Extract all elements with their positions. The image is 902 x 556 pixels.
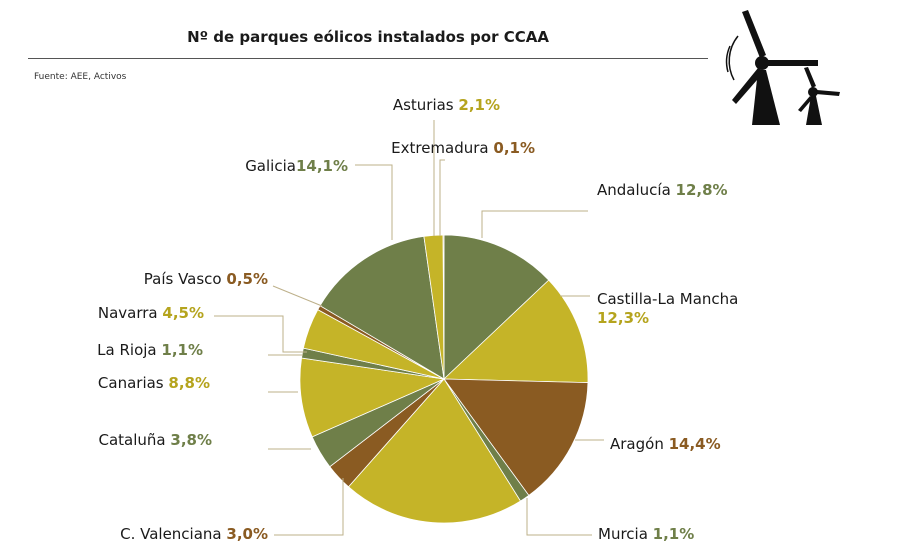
slice-label-value: 1,1% bbox=[653, 525, 695, 543]
slice-label-value: 3,0% bbox=[226, 525, 268, 543]
pie-slice-arag-n bbox=[443, 378, 589, 496]
slice-label-value: 3,8% bbox=[170, 431, 212, 449]
slice-label-name: Galicia bbox=[245, 157, 296, 175]
slice-label: País Vasco 0,5% bbox=[144, 270, 268, 288]
pie-slice-andaluc-a bbox=[443, 234, 550, 380]
pie-slices bbox=[299, 234, 589, 524]
slice-label: Extremadura 0,1% bbox=[391, 139, 535, 157]
slice-label-name: Aragón bbox=[610, 435, 669, 453]
leader-line bbox=[214, 315, 307, 353]
slice-label-name: Andalucía bbox=[597, 181, 676, 199]
slice-label-value: 0,1% bbox=[493, 139, 535, 157]
pie-slice-castilla-la-mancha bbox=[443, 279, 589, 384]
leader-line bbox=[272, 285, 323, 307]
slice-label-name: Extremadura bbox=[391, 139, 493, 157]
pie-slice-galicia bbox=[319, 235, 445, 380]
slice-label-value: 1,1% bbox=[161, 341, 203, 359]
chart-title: Nº de parques eólicos instalados por CCA… bbox=[187, 28, 549, 46]
leader-line bbox=[481, 210, 588, 238]
slice-label-value: 12,8% bbox=[676, 181, 728, 199]
slice-label-name: Asturias bbox=[393, 96, 459, 114]
slice-label-value: 14,1% bbox=[296, 157, 348, 175]
slice-labels: Andalucía 12,8% Castilla-La Mancha 12,3% Ar… bbox=[97, 96, 738, 543]
slice-label: Andalucía 12,8% bbox=[597, 181, 728, 199]
slice-label-name: C. Valenciana bbox=[120, 525, 226, 543]
slice-label-name: Navarra bbox=[98, 304, 163, 322]
leader-line bbox=[355, 164, 393, 240]
slice-label: C. Valenciana 3,0% bbox=[120, 525, 268, 543]
pie-slice bbox=[347, 378, 522, 524]
leader-line bbox=[274, 478, 344, 536]
header-rule bbox=[28, 58, 708, 59]
wind-turbines-icon bbox=[725, 10, 840, 125]
slice-label: Aragón 14,4% bbox=[610, 435, 721, 453]
slice-label-value: 4,5% bbox=[162, 304, 204, 322]
slice-label: Cataluña 3,8% bbox=[99, 431, 213, 449]
slice-label: Asturias 2,1% bbox=[393, 96, 500, 114]
slice-label-value: 8,8% bbox=[168, 374, 210, 392]
slice-label: Galicia14,1% bbox=[245, 157, 348, 175]
slice-label: Canarias 8,8% bbox=[98, 374, 210, 392]
slice-label-value: 12,3% bbox=[597, 309, 649, 327]
slice-label-name: Castilla-La Mancha bbox=[597, 290, 738, 308]
slice-label-value: 2,1% bbox=[458, 96, 500, 114]
leader-lines bbox=[214, 120, 604, 536]
slice-label-name: Murcia bbox=[598, 525, 653, 543]
slice-label-value: 14,4% bbox=[669, 435, 721, 453]
slice-label-value: 0,5% bbox=[226, 270, 268, 288]
pie-slice-canarias bbox=[299, 357, 446, 438]
slice-label-name: País Vasco bbox=[144, 270, 227, 288]
slice-label-name: Cataluña bbox=[99, 431, 171, 449]
slice-label-name: La Rioja bbox=[97, 341, 161, 359]
slice-label: Navarra 4,5% bbox=[98, 304, 204, 322]
source-note: Fuente: AEE, Activos bbox=[34, 72, 127, 82]
slice-label: Murcia 1,1% bbox=[598, 525, 694, 543]
slice-label: La Rioja 1,1% bbox=[97, 341, 203, 359]
leader-line bbox=[439, 159, 445, 236]
slice-label: Castilla-La Mancha 12,3% bbox=[597, 290, 738, 327]
slice-label-name: Canarias bbox=[98, 374, 168, 392]
pie-slice-extremadura bbox=[442, 234, 445, 380]
leader-line bbox=[526, 498, 592, 536]
